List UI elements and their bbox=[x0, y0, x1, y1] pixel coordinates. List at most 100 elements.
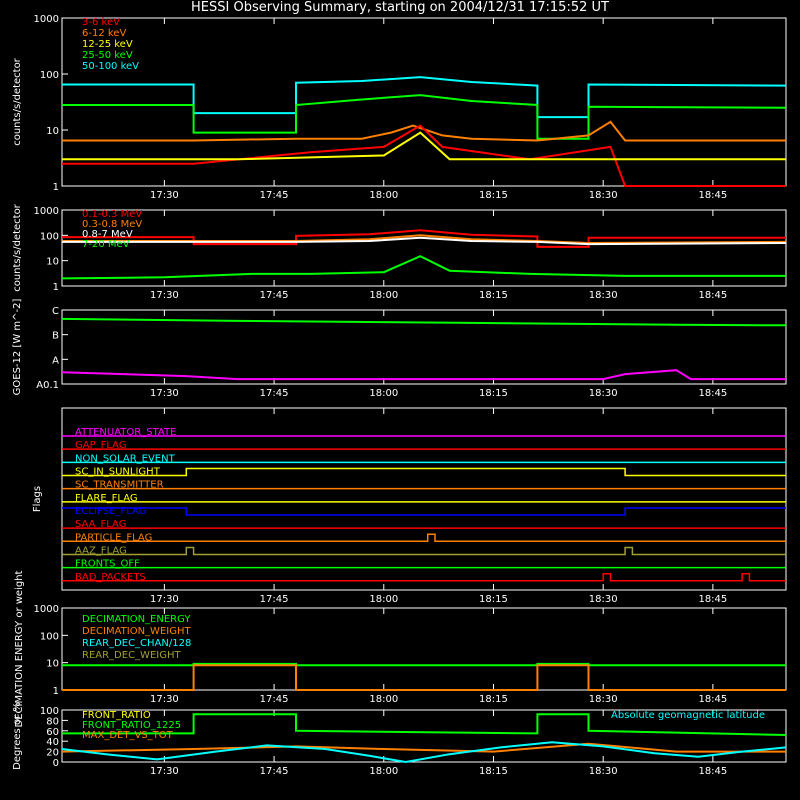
panel2-legend-1: 0.3-0.8 MeV bbox=[82, 219, 142, 230]
time-tick-label: 17:30 bbox=[150, 694, 179, 705]
time-tick-label: 17:30 bbox=[150, 388, 179, 399]
flag-label-6: ECLIPSE_FLAG bbox=[75, 506, 146, 517]
time-tick-label: 18:15 bbox=[479, 190, 508, 201]
panel1-legend-4: 50-100 keV bbox=[82, 61, 139, 72]
panel6-series-1 bbox=[61, 742, 786, 753]
time-tick-label: 18:45 bbox=[698, 694, 727, 705]
flag-label-4: SC_TRANSMITTER bbox=[75, 480, 164, 491]
panel5-legend-0: DECIMATION_ENERGY bbox=[82, 614, 191, 625]
time-tick-label: 18:15 bbox=[479, 694, 508, 705]
panel3-series-1 bbox=[61, 369, 786, 381]
time-tick-label: 17:45 bbox=[260, 388, 289, 399]
y-tick-label: 10 bbox=[46, 659, 59, 670]
time-tick-label: 17:45 bbox=[260, 190, 289, 201]
flag-label-5: FLARE_FLAG bbox=[75, 493, 138, 504]
panel2-legend-3: 7-20 MeV bbox=[82, 239, 130, 250]
panel-frame-5 bbox=[61, 709, 787, 763]
flag-line-6 bbox=[62, 507, 786, 516]
flag-line-8 bbox=[62, 533, 786, 543]
panel3-ylabel: GOES-12 [W m^-2] bbox=[12, 299, 23, 396]
time-tick-label: 18:00 bbox=[369, 190, 398, 201]
time-tick-label: 18:30 bbox=[589, 594, 618, 605]
panel1-legend-1: 6-12 keV bbox=[82, 28, 126, 39]
time-tick-label: 18:00 bbox=[369, 594, 398, 605]
panel5-legend-1: DECIMATION_WEIGHT bbox=[82, 626, 191, 637]
time-tick-label: 18:00 bbox=[369, 766, 398, 777]
y-tick-label: B bbox=[52, 331, 59, 342]
time-tick-label: 18:45 bbox=[698, 766, 727, 777]
flag-label-2: NON_SOLAR_EVENT bbox=[75, 453, 176, 464]
time-tick-label: 18:45 bbox=[698, 190, 727, 201]
time-tick-label: 17:30 bbox=[150, 766, 179, 777]
panel1-series-2 bbox=[62, 120, 786, 142]
time-tick-label: 17:30 bbox=[150, 190, 179, 201]
panel6-annotation: Absolute geomagnetic latitude bbox=[611, 710, 765, 721]
panel1-legend-3: 25-50 keV bbox=[82, 50, 133, 61]
time-tick-label: 18:45 bbox=[698, 388, 727, 399]
time-tick-label: 18:00 bbox=[369, 290, 398, 301]
y-tick-label: C bbox=[52, 306, 59, 317]
time-tick-label: 18:30 bbox=[589, 290, 618, 301]
flag-label-9: AAZ_FLAG bbox=[75, 546, 127, 557]
time-tick-label: 17:45 bbox=[260, 290, 289, 301]
y-tick-label: 1000 bbox=[34, 206, 59, 217]
panel6-series-0 bbox=[62, 713, 787, 736]
panel4-ylabel: Flags bbox=[32, 486, 43, 512]
panel5-legend-2: REAR_DEC_CHAN/128 bbox=[82, 638, 191, 649]
time-tick-label: 17:30 bbox=[150, 594, 179, 605]
panel6-ylabel: Degrees or % bbox=[12, 702, 23, 770]
y-tick-label: 20 bbox=[46, 748, 59, 759]
panel1-legend-2: 12-25 keV bbox=[82, 39, 133, 50]
panel5-series-0 bbox=[62, 662, 786, 667]
flag-label-1: GAP_FLAG bbox=[75, 440, 127, 451]
y-tick-label: A bbox=[52, 355, 59, 366]
time-tick-label: 18:15 bbox=[479, 766, 508, 777]
flag-line-9 bbox=[62, 546, 786, 556]
panel6-legend-0: FRONT_RATIO bbox=[82, 710, 151, 721]
y-tick-label: 1 bbox=[53, 686, 59, 697]
y-tick-label: A0.1 bbox=[36, 380, 59, 391]
flag-line-3 bbox=[62, 467, 786, 477]
panel2-ylabel: counts/s/detector bbox=[12, 203, 23, 291]
panel6-legend-1: FRONT_RATIO_1225 bbox=[82, 720, 181, 731]
y-tick-label: 100 bbox=[40, 70, 59, 81]
y-tick-label: 0 bbox=[53, 758, 59, 769]
time-tick-label: 18:30 bbox=[589, 694, 618, 705]
flag-line-11 bbox=[62, 573, 786, 582]
panel2-legend-0: 0.1-0.3 MeV bbox=[82, 209, 142, 220]
flag-label-3: SC_IN_SUNLIGHT bbox=[75, 467, 161, 478]
panel5-ylabel: DECIMATION ENERGY or weight bbox=[14, 570, 25, 727]
y-tick-label: 1 bbox=[53, 282, 59, 293]
y-tick-label: 1 bbox=[53, 182, 59, 193]
panel1-series-0 bbox=[62, 76, 787, 119]
flag-label-11: BAD_PACKETS bbox=[75, 572, 146, 583]
panel6-series-2 bbox=[61, 741, 787, 764]
panel1-series-4 bbox=[62, 131, 786, 161]
panel-frame-1 bbox=[61, 209, 787, 287]
y-tick-label: 100 bbox=[40, 631, 59, 642]
time-tick-label: 18:45 bbox=[698, 290, 727, 301]
time-tick-label: 18:15 bbox=[479, 594, 508, 605]
time-tick-label: 18:45 bbox=[698, 594, 727, 605]
time-tick-label: 18:15 bbox=[479, 388, 508, 399]
panel1-series-1 bbox=[62, 94, 787, 140]
panel5-series-1 bbox=[62, 664, 786, 691]
y-tick-label: 60 bbox=[46, 727, 59, 738]
time-tick-label: 18:00 bbox=[369, 694, 398, 705]
panel2-series-0 bbox=[62, 229, 786, 248]
panel6-legend-2: MAX_DET_VS_TOT bbox=[82, 730, 174, 741]
panel2-series-3 bbox=[61, 255, 786, 280]
flag-label-0: ATTENUATOR_STATE bbox=[75, 427, 176, 438]
y-tick-label: 10 bbox=[46, 126, 59, 137]
time-tick-label: 18:00 bbox=[369, 388, 398, 399]
panel5-legend-3: REAR_DEC_WEIGHT bbox=[82, 650, 181, 661]
flag-label-7: SAA_FLAG bbox=[75, 519, 126, 530]
panel-frame-2 bbox=[61, 309, 787, 385]
y-tick-label: 40 bbox=[46, 737, 59, 748]
time-tick-label: 17:30 bbox=[150, 290, 179, 301]
flag-label-8: PARTICLE_FLAG bbox=[75, 532, 152, 543]
panel3-series-0 bbox=[61, 317, 787, 327]
panel-frame-3 bbox=[61, 407, 787, 591]
y-tick-label: 80 bbox=[46, 716, 59, 727]
